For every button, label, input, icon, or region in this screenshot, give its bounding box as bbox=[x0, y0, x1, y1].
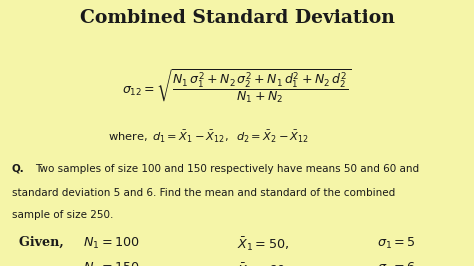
Text: $N_1 =100$: $N_1 =100$ bbox=[83, 235, 140, 251]
Text: Given,: Given, bbox=[19, 235, 68, 248]
Text: $\sigma_2 = 6$: $\sigma_2 = 6$ bbox=[377, 261, 416, 266]
Text: $\bar{X}_1 = 50,$: $\bar{X}_1 = 50,$ bbox=[237, 235, 289, 253]
Text: $\sigma_{12} = \sqrt{\dfrac{N_1\,\sigma_1^{2} + N_2\,\sigma_2^{2} + N_1\,d_1^{2}: $\sigma_{12} = \sqrt{\dfrac{N_1\,\sigma_… bbox=[122, 68, 352, 105]
Text: $\sigma_1 = 5$: $\sigma_1 = 5$ bbox=[377, 235, 416, 251]
Text: Q.: Q. bbox=[12, 164, 25, 174]
Text: Combined Standard Deviation: Combined Standard Deviation bbox=[80, 9, 394, 27]
Text: $N_2 =150$: $N_2 =150$ bbox=[83, 261, 140, 266]
Text: $\mathrm{where,}\;d_1 = \bar{X}_1 - \bar{X}_{12},\;\;d_2 = \bar{X}_2 - \bar{X}_{: $\mathrm{where,}\;d_1 = \bar{X}_1 - \bar… bbox=[108, 129, 309, 145]
Text: sample of size 250.: sample of size 250. bbox=[12, 210, 113, 220]
Text: standard deviation 5 and 6. Find the mean and standard of the combined: standard deviation 5 and 6. Find the mea… bbox=[12, 188, 395, 198]
Text: Two samples of size 100 and 150 respectively have means 50 and 60 and: Two samples of size 100 and 150 respecti… bbox=[36, 164, 419, 174]
Text: $\bar{X}_2 = 60,$: $\bar{X}_2 = 60,$ bbox=[237, 261, 289, 266]
